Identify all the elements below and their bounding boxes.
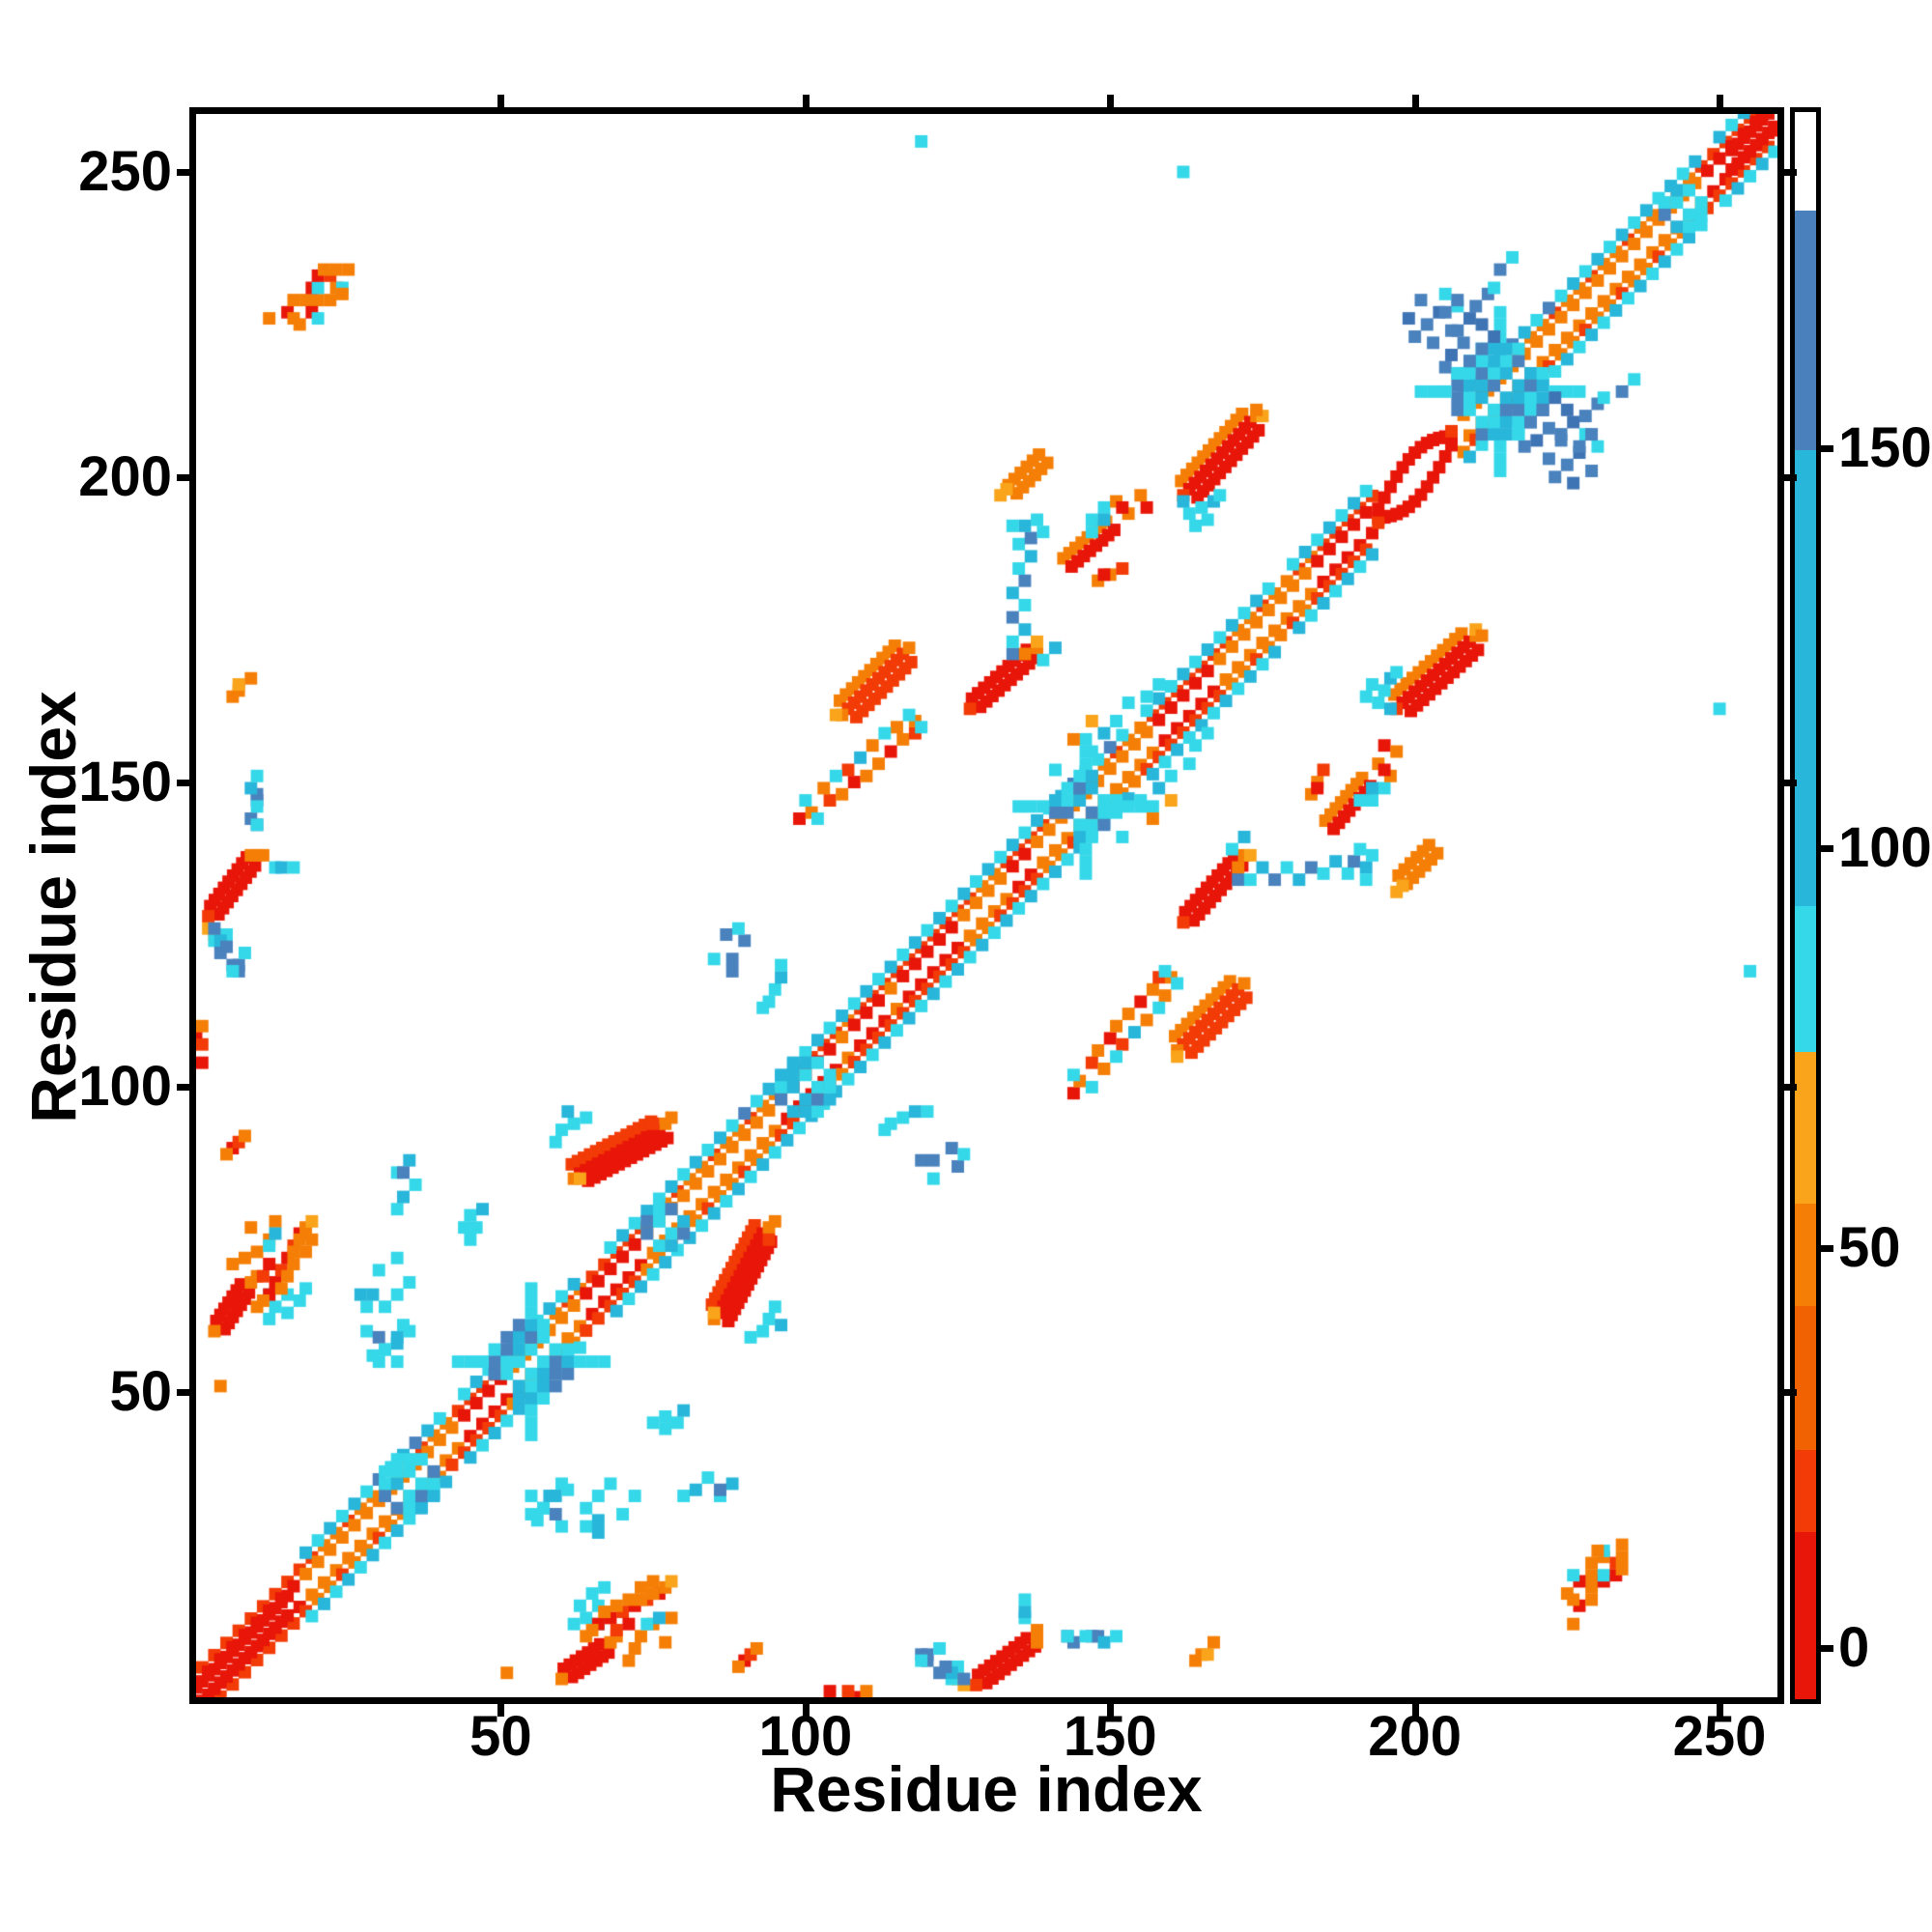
y-axis-tick	[177, 169, 189, 176]
x-axis-tick	[497, 1704, 505, 1717]
contact-map-canvas	[196, 114, 1777, 1697]
top-axis-tick	[1411, 95, 1419, 107]
colorbar-segment	[1795, 211, 1816, 451]
colorbar-tick-label: 150	[1838, 416, 1932, 480]
colorbar-tick	[1821, 445, 1833, 453]
colorbar-segment	[1795, 1450, 1816, 1533]
y-axis-tick	[177, 1084, 189, 1092]
colorbar-segment	[1795, 1532, 1816, 1700]
y-tick-label: 250	[78, 140, 172, 203]
colorbar-tick	[1821, 1245, 1833, 1253]
x-axis-title: Residue index	[770, 1753, 1203, 1825]
top-axis-tick	[802, 95, 810, 107]
x-axis-tick	[1411, 1704, 1419, 1717]
x-axis-tick	[1717, 1704, 1724, 1717]
y-axis-tick	[177, 779, 189, 786]
x-tick-label: 100	[758, 1705, 853, 1768]
colorbar-tick	[1821, 1645, 1833, 1653]
y-tick-label: 100	[78, 1055, 172, 1119]
right-axis-tick	[1784, 473, 1797, 481]
right-axis-tick	[1784, 1389, 1797, 1397]
y-axis-tick	[177, 1389, 189, 1397]
x-axis-tick	[802, 1704, 810, 1717]
x-tick-label: 150	[1063, 1705, 1157, 1768]
colorbar-segment	[1795, 112, 1816, 212]
right-axis-tick	[1784, 779, 1797, 786]
top-axis-tick	[1107, 95, 1115, 107]
colorbar-segment	[1795, 449, 1816, 906]
x-tick-label: 50	[469, 1705, 532, 1768]
colorbar-segment	[1795, 1305, 1816, 1451]
right-axis-tick	[1784, 1084, 1797, 1092]
right-axis-tick	[1784, 169, 1797, 176]
colorbar-tick-label: 50	[1838, 1216, 1901, 1280]
x-tick-label: 200	[1368, 1705, 1463, 1768]
top-axis-tick	[497, 95, 505, 107]
x-axis-tick	[1107, 1704, 1115, 1717]
y-axis-tick	[177, 473, 189, 481]
colorbar-tick-label: 0	[1838, 1616, 1870, 1680]
top-axis-tick	[1717, 95, 1724, 107]
y-tick-label: 50	[109, 1360, 172, 1424]
colorbar	[1790, 107, 1821, 1704]
y-tick-label: 200	[78, 444, 172, 508]
x-tick-label: 250	[1672, 1705, 1767, 1768]
colorbar-tick	[1821, 845, 1833, 853]
y-axis-title: Residue index	[17, 691, 89, 1123]
colorbar-segment	[1795, 1051, 1816, 1205]
y-tick-label: 150	[78, 750, 172, 813]
colorbar-tick-label: 100	[1838, 816, 1932, 880]
colorbar-segment	[1795, 905, 1816, 1053]
colorbar-segment	[1795, 1204, 1816, 1307]
